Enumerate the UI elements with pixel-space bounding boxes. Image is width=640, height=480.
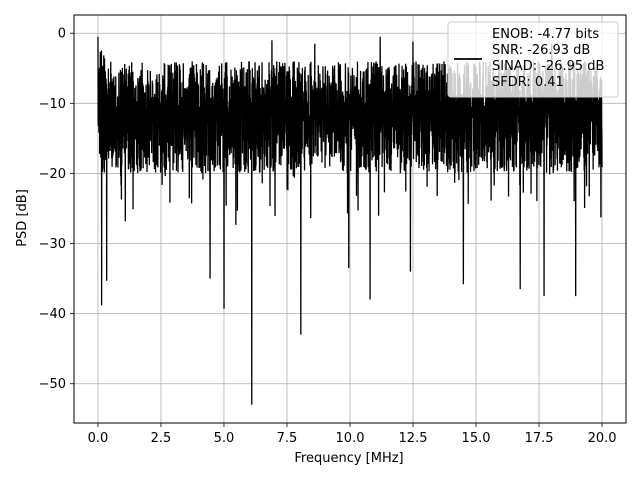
- legend-entry-snr: SNR: -26.93 dB: [492, 43, 590, 58]
- legend-box: [447, 21, 619, 98]
- x-axis-ticks: 0.0 2.5 5.0 7.5 10.0 12.5 15.0 17.5 20.0: [88, 423, 617, 446]
- y-axis-ticks: 0 −10 −20 −30 −40 −50: [39, 27, 74, 392]
- x-axis-label: Frequency [MHz]: [294, 451, 403, 466]
- y-tick-label: −30: [39, 237, 66, 252]
- legend-entry-enob: ENOB: -4.77 bits: [492, 27, 599, 42]
- x-tick-label: 20.0: [588, 431, 617, 446]
- y-tick-label: −10: [39, 97, 66, 112]
- legend: ENOB: -4.77 bits SNR: -26.93 dB SINAD: -…: [447, 21, 619, 98]
- x-tick-label: 0.0: [88, 431, 109, 446]
- x-tick-label: 10.0: [336, 431, 365, 446]
- legend-entry-sinad: SINAD: -26.95 dB: [492, 59, 604, 74]
- y-tick-label: −20: [39, 167, 66, 182]
- y-axis-label: PSD [dB]: [15, 189, 30, 247]
- x-tick-label: 12.5: [399, 431, 428, 446]
- x-tick-label: 2.5: [151, 431, 172, 446]
- y-tick-label: −50: [39, 377, 66, 392]
- x-tick-label: 5.0: [214, 431, 235, 446]
- y-tick-label: −40: [39, 307, 66, 322]
- x-tick-label: 17.5: [525, 431, 554, 446]
- y-tick-label: 0: [58, 27, 66, 42]
- x-tick-label: 15.0: [462, 431, 491, 446]
- x-tick-label: 7.5: [277, 431, 298, 446]
- legend-entry-sfdr: SFDR: 0.41: [492, 75, 564, 90]
